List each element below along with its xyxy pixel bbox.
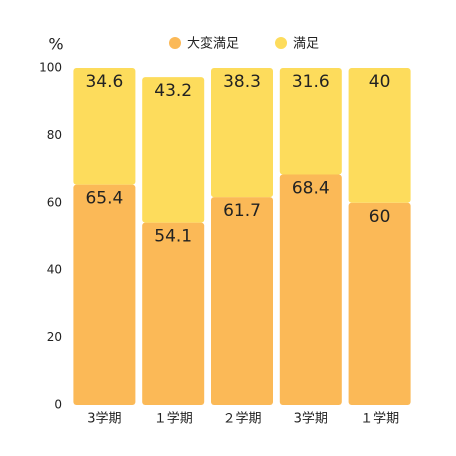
value-label: 65.4 [85,189,123,209]
legend-marker [169,37,181,49]
value-label: 38.3 [223,72,261,92]
value-label: 31.6 [292,72,330,92]
y-tick-label: 40 [47,263,62,277]
y-tick-label: 0 [54,398,62,412]
x-tick-label: 3学期 [294,411,328,427]
bar-segment [279,68,342,175]
legend-label: 満足 [293,37,319,52]
legend-marker [275,37,288,49]
value-label: 68.4 [292,178,330,198]
value-label: 34.6 [85,72,123,92]
y-tick-label: 60 [47,195,62,209]
x-tick-label: ２学期 [222,411,261,427]
bar-segment [279,174,342,405]
x-tick-label: 3学期 [87,411,121,427]
bar-segment [211,197,273,405]
bar-segment [211,68,273,198]
y-axis-label: % [48,35,63,54]
y-tick-label: 20 [47,330,62,344]
bar-segment [142,77,205,223]
value-label: 61.7 [223,201,261,221]
x-tick-label: １学期 [154,411,193,427]
y-tick-label: 100 [39,61,62,75]
bar-segment [348,202,411,405]
bar-segment [348,68,411,203]
bar-segment [73,68,136,185]
value-label: 43.2 [154,81,192,101]
value-label: 54.1 [154,227,192,247]
value-label: 40 [369,72,391,92]
bar-segment [142,222,205,405]
value-label: 60 [369,207,391,227]
y-tick-label: 80 [47,128,62,142]
x-tick-label: １学期 [360,411,399,427]
bar-segment [73,184,136,405]
legend-label: 大変満足 [187,36,239,52]
